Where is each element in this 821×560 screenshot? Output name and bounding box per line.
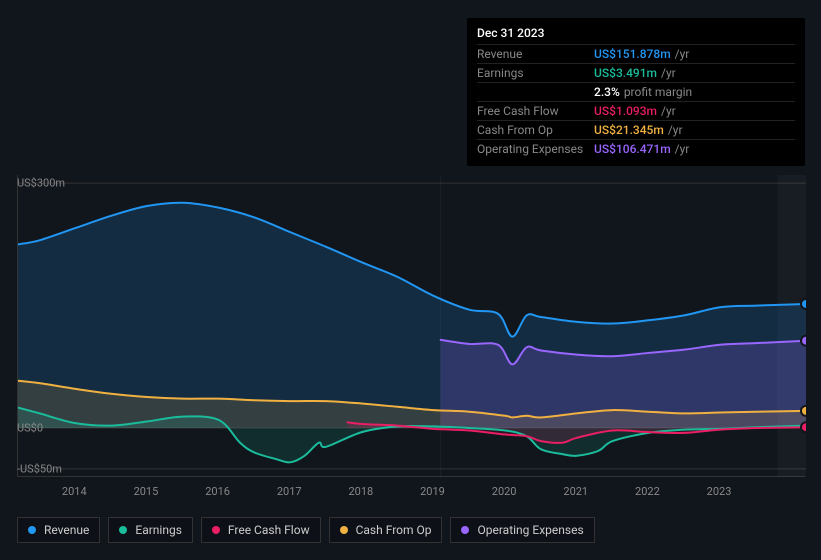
tooltip-label: Earnings [477, 66, 594, 80]
tooltip-value: US$151.878m [594, 47, 671, 61]
legend-dot [212, 526, 220, 534]
x-axis-label: 2023 [707, 485, 732, 498]
tooltip-unit: /yr [661, 104, 676, 118]
legend-dot [119, 526, 127, 534]
tooltip-unit: /yr [675, 47, 690, 61]
x-axis-label: 2017 [277, 485, 302, 498]
tooltip-row: Cash From OpUS$21.345m/yr [477, 120, 795, 139]
legend-item[interactable]: Operating Expenses [450, 517, 594, 543]
tooltip-unit: /yr [668, 123, 683, 137]
tooltip-date: Dec 31 2023 [477, 26, 795, 40]
x-axis-label: 2019 [420, 485, 445, 498]
legend-dot [461, 526, 469, 534]
tooltip-row: Operating ExpensesUS$106.471m/yr [477, 139, 795, 158]
tooltip-unit: /yr [661, 66, 676, 80]
tooltip-row: RevenueUS$151.878m/yr [477, 44, 795, 63]
chart-svg [18, 175, 806, 477]
x-axis-label: 2015 [134, 485, 159, 498]
legend-item[interactable]: Revenue [17, 517, 100, 543]
tooltip-value: US$21.345m [594, 123, 664, 137]
tooltip-label: Revenue [477, 47, 594, 61]
x-axis-label: 2018 [348, 485, 373, 498]
tooltip-value: US$1.093m [594, 104, 657, 118]
x-axis-label: 2021 [563, 485, 588, 498]
legend: Revenue Earnings Free Cash Flow Cash From O… [17, 517, 595, 543]
tooltip-row: 2.3% profit margin [477, 82, 795, 101]
tooltip-value: US$106.471m [594, 142, 671, 156]
tooltip-value: US$3.491m [594, 66, 657, 80]
legend-label: Operating Expenses [477, 523, 583, 537]
legend-label: Revenue [44, 523, 89, 537]
y-axis-label: -US$50m [17, 462, 62, 475]
y-axis-label: US$300m [17, 177, 65, 190]
legend-dot [340, 526, 348, 534]
tooltip-label: Operating Expenses [477, 142, 594, 156]
tooltip-value: 2.3% [594, 85, 620, 99]
tooltip-label [477, 85, 594, 99]
tooltip: Dec 31 2023 RevenueUS$151.878m/yrEarning… [467, 18, 805, 166]
tooltip-label: Cash From Op [477, 123, 594, 137]
legend-item[interactable]: Free Cash Flow [201, 517, 321, 543]
y-axis-label: US$0 [17, 422, 43, 435]
x-axis-label: 2016 [205, 485, 230, 498]
legend-label: Free Cash Flow [228, 523, 310, 537]
x-axis-label: 2014 [62, 485, 87, 498]
legend-item[interactable]: Earnings [108, 517, 193, 543]
legend-label: Cash From Op [356, 523, 432, 537]
legend-item[interactable]: Cash From Op [329, 517, 443, 543]
legend-dot [28, 526, 36, 534]
x-axis-label: 2020 [492, 485, 517, 498]
tooltip-label: Free Cash Flow [477, 104, 594, 118]
tooltip-unit: profit margin [624, 85, 692, 99]
chart-area[interactable] [17, 175, 805, 477]
tooltip-row: EarningsUS$3.491m/yr [477, 63, 795, 82]
tooltip-row: Free Cash FlowUS$1.093m/yr [477, 101, 795, 120]
legend-label: Earnings [135, 523, 182, 537]
x-axis-label: 2022 [635, 485, 660, 498]
tooltip-unit: /yr [675, 142, 690, 156]
